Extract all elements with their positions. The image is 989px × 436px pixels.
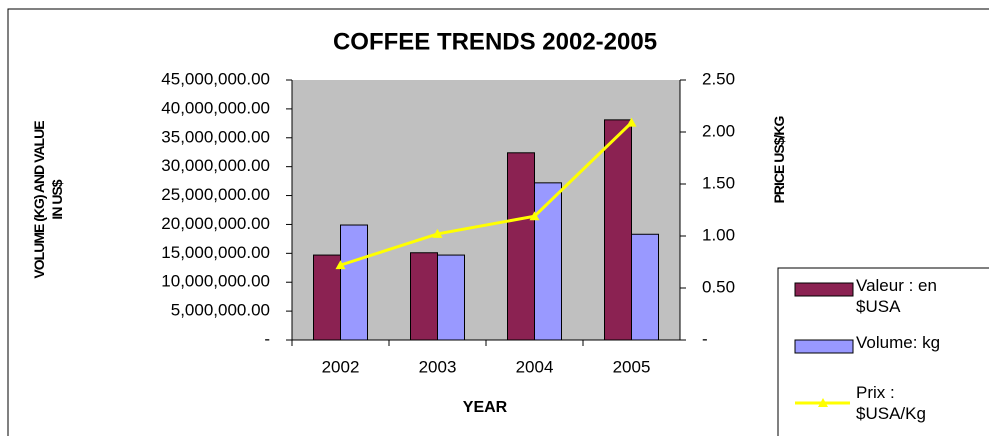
y2-tick-label: - — [702, 329, 708, 348]
x-tick-label: 2002 — [322, 357, 360, 376]
legend-swatch — [794, 339, 854, 354]
legend-swatch — [794, 282, 854, 297]
legend-label: Prix : $USA/Kg — [856, 383, 926, 423]
line-marker — [529, 211, 540, 221]
bar — [410, 252, 438, 341]
x-axis-title: YEAR — [463, 399, 508, 416]
legend-label: Volume: kg — [856, 333, 941, 352]
y-tick-label: 15,000,000.00 — [161, 243, 270, 262]
line-marker — [432, 228, 443, 238]
y2-tick-label: 0.50 — [702, 277, 735, 296]
y-tick-label: 25,000,000.00 — [161, 185, 270, 204]
y-axis-title: VOLUME (KG) AND VALUE IN US$ — [31, 121, 65, 279]
x-tick-label: 2005 — [613, 357, 651, 376]
line-marker — [626, 117, 637, 127]
bar — [604, 119, 632, 341]
y-tick-label: - — [264, 329, 270, 348]
y2-axis-title: PRICE US$/KG — [771, 116, 787, 204]
bar — [437, 254, 465, 341]
legend-marker — [818, 398, 828, 407]
y2-tick-label: 1.00 — [702, 225, 735, 244]
bar — [507, 152, 535, 341]
chart-title: COFFEE TRENDS 2002-2005 — [333, 28, 657, 55]
y-tick-label: 45,000,000.00 — [161, 69, 270, 88]
y2-tick-label: 2.50 — [702, 69, 735, 88]
bar — [631, 233, 659, 341]
y2-tick-label: 2.00 — [702, 121, 735, 140]
y2-tick-label: 1.50 — [702, 173, 735, 192]
x-tick-label: 2004 — [516, 357, 554, 376]
chart-frame — [7, 8, 989, 436]
bar — [340, 224, 368, 341]
y-tick-label: 40,000,000.00 — [161, 98, 270, 117]
y-tick-label: 30,000,000.00 — [161, 156, 270, 175]
x-tick-label: 2003 — [419, 357, 457, 376]
y-tick-label: 20,000,000.00 — [161, 214, 270, 233]
line — [340, 121, 633, 267]
legend-label: Valeur : en $USA — [856, 276, 937, 316]
y-tick-label: 5,000,000.00 — [171, 301, 270, 320]
y-tick-label: 35,000,000.00 — [161, 127, 270, 146]
bar — [534, 182, 562, 341]
y-tick-label: 10,000,000.00 — [161, 272, 270, 291]
line-marker — [335, 260, 346, 270]
